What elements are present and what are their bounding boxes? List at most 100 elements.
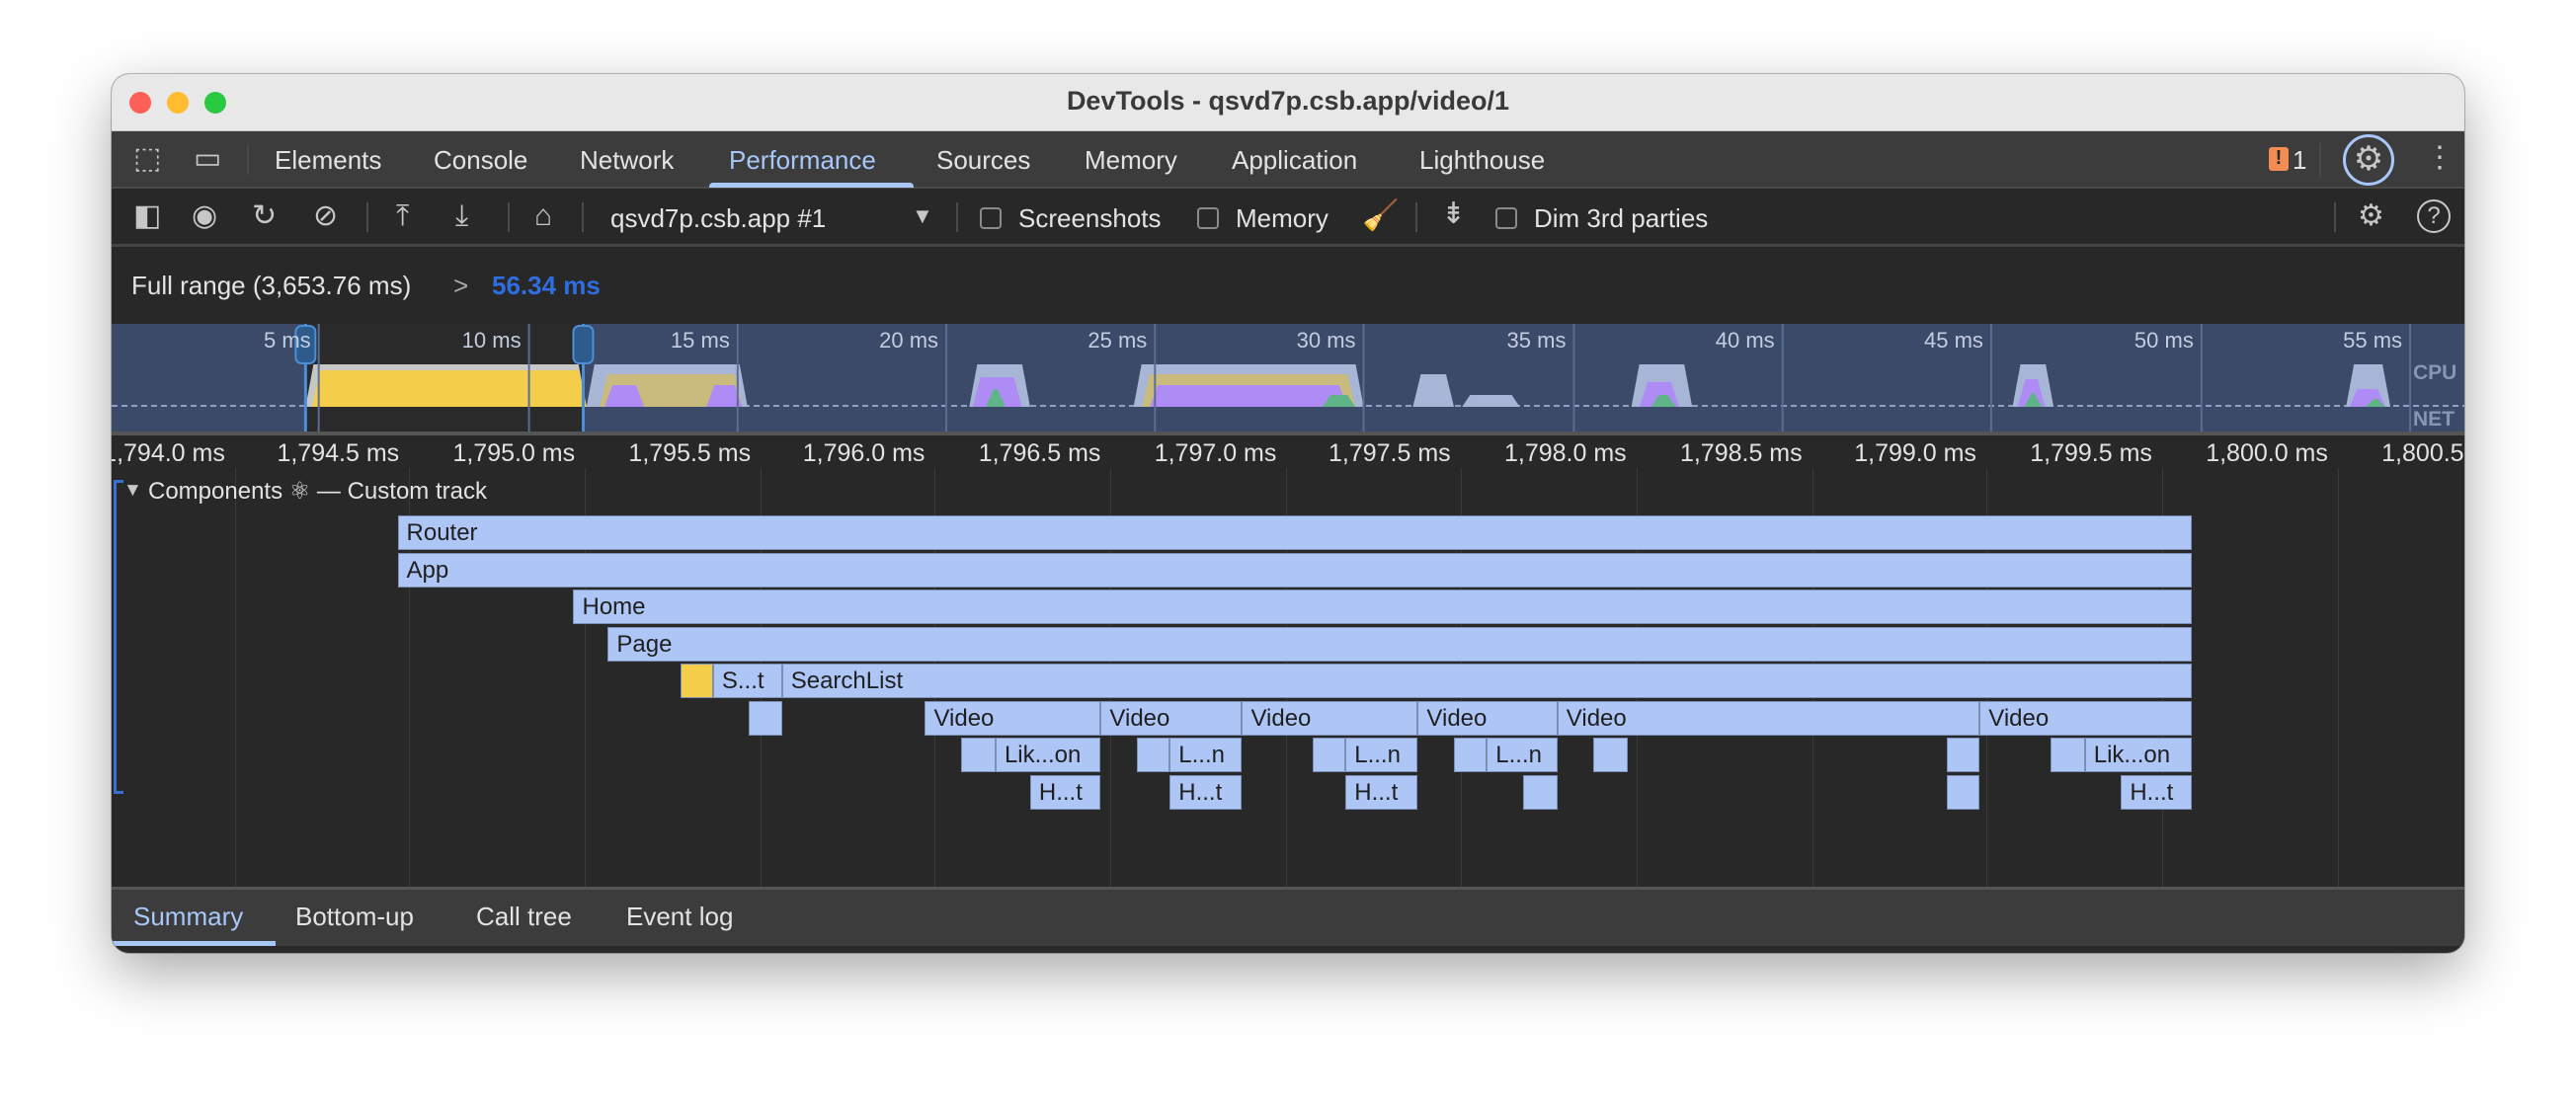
flame-bar[interactable] bbox=[1593, 738, 1629, 772]
flame-bar[interactable]: SearchList bbox=[781, 664, 2192, 698]
breadcrumb: Full range (3,653.76 ms) > 56.34 ms bbox=[112, 247, 2464, 324]
overview-tick-label: 15 ms bbox=[670, 328, 730, 353]
expand-track-icon[interactable]: ▼ bbox=[123, 480, 142, 501]
flame-bar[interactable] bbox=[1947, 738, 1980, 772]
flame-bar[interactable]: Page bbox=[607, 626, 2192, 662]
capture-settings-icon[interactable]: ⚙ bbox=[2358, 199, 2384, 232]
flame-chart[interactable]: ▼ Components ⚛ — Custom track Router App H… bbox=[112, 468, 2464, 887]
memory-checkbox[interactable] bbox=[1197, 207, 1219, 229]
overview-tick-label: 55 ms bbox=[2343, 328, 2403, 353]
reload-record-icon[interactable]: ↻ bbox=[252, 199, 278, 232]
cpu-activity-area bbox=[604, 385, 645, 407]
tab-console[interactable]: Console bbox=[434, 145, 528, 175]
flame-bar[interactable] bbox=[680, 664, 713, 698]
memory-label[interactable]: Memory bbox=[1236, 203, 1328, 233]
garbage-collect-icon[interactable]: 🧹 bbox=[1362, 199, 1400, 232]
flame-bar[interactable] bbox=[1522, 774, 1558, 810]
screenshots-label[interactable]: Screenshots bbox=[1018, 203, 1162, 233]
selection-handle[interactable] bbox=[572, 325, 595, 364]
flame-bar[interactable]: H...t bbox=[1029, 774, 1101, 810]
flame-bar[interactable] bbox=[1312, 738, 1346, 772]
close-window-button[interactable] bbox=[129, 92, 151, 114]
flame-bar[interactable]: Video bbox=[1557, 700, 1980, 736]
flame-bar[interactable] bbox=[749, 700, 782, 736]
cpu-label: CPU bbox=[2413, 361, 2457, 384]
upload-icon[interactable]: ⤒ bbox=[396, 199, 410, 232]
flame-bar[interactable]: L...n bbox=[1487, 738, 1558, 772]
flame-gridline bbox=[234, 468, 236, 887]
tab-bottom-up[interactable]: Bottom-up bbox=[295, 902, 414, 931]
ruler-time-label: 1,795.5 ms bbox=[628, 439, 752, 467]
timeline-overview[interactable]: CPU NET 5 ms 10 ms 15 ms 20 ms 25 ms 30 ms 35 … bbox=[112, 324, 2464, 432]
tab-event-log[interactable]: Event log bbox=[626, 902, 734, 931]
minimize-window-button[interactable] bbox=[167, 92, 189, 114]
cpu-activity-area bbox=[1322, 395, 1356, 407]
breadcrumb-selection[interactable]: 56.34 ms bbox=[492, 271, 601, 300]
flame-bar[interactable]: S...t bbox=[712, 664, 782, 698]
tab-sources[interactable]: Sources bbox=[936, 145, 1031, 175]
flame-bar[interactable]: H...t bbox=[1169, 774, 1243, 810]
flame-bar[interactable]: Router bbox=[397, 515, 2192, 550]
tab-network[interactable]: Network bbox=[580, 145, 675, 175]
breadcrumb-full-range[interactable]: Full range (3,653.76 ms) bbox=[131, 271, 412, 300]
dim-3rd-parties-checkbox[interactable] bbox=[1495, 207, 1517, 229]
inspect-element-icon[interactable]: ⬚ bbox=[133, 142, 162, 175]
tab-elements[interactable]: Elements bbox=[275, 145, 382, 175]
settings-gear-icon[interactable]: ⚙ bbox=[2343, 134, 2394, 186]
more-options-icon[interactable]: ⋮ bbox=[2425, 141, 2455, 174]
tab-lighthouse[interactable]: Lighthouse bbox=[1419, 145, 1546, 175]
tab-performance[interactable]: Performance bbox=[729, 145, 876, 175]
flame-bar[interactable]: H...t bbox=[1345, 774, 1418, 810]
flame-bar[interactable]: L...n bbox=[1345, 738, 1418, 772]
device-toolbar-icon[interactable]: ▭ bbox=[194, 142, 222, 175]
flame-bar[interactable]: App bbox=[397, 552, 2192, 588]
track-title[interactable]: Components ⚛ — Custom track bbox=[148, 478, 487, 505]
overview-tick-label: 35 ms bbox=[1506, 328, 1567, 353]
tab-application[interactable]: Application bbox=[1232, 145, 1358, 175]
flame-bar[interactable]: Lik...on bbox=[995, 738, 1101, 772]
dropdown-arrow-icon[interactable]: ▼ bbox=[912, 203, 933, 228]
overview-tick-label: 30 ms bbox=[1296, 328, 1356, 353]
flame-bar[interactable]: Video bbox=[1100, 700, 1243, 736]
flame-gridline bbox=[2337, 468, 2339, 887]
flame-bar[interactable]: Home bbox=[573, 589, 2192, 624]
tab-call-tree[interactable]: Call tree bbox=[476, 902, 572, 931]
help-icon[interactable]: ? bbox=[2417, 199, 2451, 233]
screenshots-checkbox[interactable] bbox=[980, 207, 1002, 229]
download-icon[interactable]: ⤓ bbox=[455, 199, 469, 232]
ruler-time-label: 1,798.0 ms bbox=[1503, 439, 1627, 467]
flame-bar[interactable] bbox=[1454, 738, 1488, 772]
flame-bar[interactable]: L...n bbox=[1169, 738, 1243, 772]
details-tab-bar: Summary Bottom-up Call tree Event log bbox=[112, 887, 2464, 946]
tab-summary[interactable]: Summary bbox=[133, 902, 244, 931]
flame-bar[interactable] bbox=[961, 738, 996, 772]
flame-bar[interactable] bbox=[1137, 738, 1170, 772]
overview-tick-label: 45 ms bbox=[1924, 328, 1983, 353]
ruler-time-label: 1,799.5 ms bbox=[2030, 439, 2152, 467]
toggle-sidebar-icon[interactable]: ◧ bbox=[133, 199, 162, 232]
ruler-time-label: 1,800.5 ms bbox=[2381, 439, 2464, 467]
flame-bar[interactable] bbox=[1947, 774, 1980, 810]
cpu-activity-area bbox=[706, 385, 743, 407]
maximize-window-button[interactable] bbox=[204, 92, 226, 114]
flame-bar[interactable]: Lik...on bbox=[2084, 738, 2192, 772]
flame-bar[interactable]: Video bbox=[925, 700, 1101, 736]
tab-memory[interactable]: Memory bbox=[1085, 145, 1177, 175]
collapse-tracks-icon[interactable]: ⇟ bbox=[1441, 197, 1467, 230]
flame-bar[interactable]: Video bbox=[1979, 700, 2192, 736]
ruler-time-label: 1,800.0 ms bbox=[2206, 439, 2328, 467]
cpu-activity-area bbox=[2017, 379, 2046, 407]
clear-icon[interactable]: ⊘ bbox=[313, 199, 339, 232]
flame-bar[interactable]: Video bbox=[1417, 700, 1558, 736]
record-icon[interactable]: ◉ bbox=[192, 199, 218, 232]
dim-3rd-parties-label[interactable]: Dim 3rd parties bbox=[1534, 203, 1709, 233]
flame-bar[interactable]: H...t bbox=[2121, 774, 2192, 810]
issues-icon[interactable]: ! bbox=[2269, 147, 2289, 171]
selection-handle[interactable] bbox=[294, 325, 317, 364]
issues-count[interactable]: 1 bbox=[2293, 145, 2307, 175]
flame-bar[interactable]: Video bbox=[1242, 700, 1418, 736]
recording-select[interactable]: qsvd7p.csb.app #1 bbox=[610, 203, 827, 233]
home-icon[interactable]: ⌂ bbox=[534, 199, 553, 232]
flame-gridline bbox=[585, 468, 587, 887]
flame-bar[interactable] bbox=[2050, 738, 2085, 772]
